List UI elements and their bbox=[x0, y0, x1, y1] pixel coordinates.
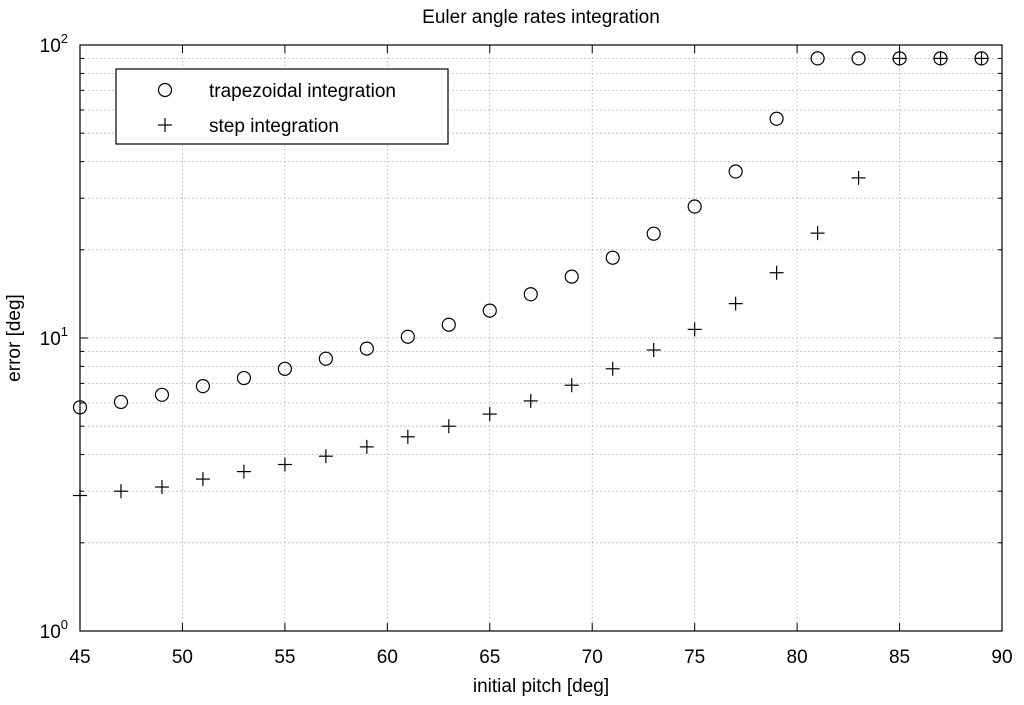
marker-trapezoidal bbox=[482, 303, 497, 318]
x-tick-label: 45 bbox=[69, 647, 90, 668]
marker-step bbox=[933, 51, 948, 66]
marker-step bbox=[195, 472, 210, 487]
legend: trapezoidal integration step integration bbox=[115, 68, 449, 145]
marker-step bbox=[277, 457, 292, 472]
marker-trapezoidal bbox=[236, 370, 252, 386]
grid bbox=[80, 45, 1002, 631]
marker-trapezoidal bbox=[687, 199, 702, 214]
marker-trapezoidal bbox=[564, 269, 579, 284]
y-tick-label: 101 bbox=[40, 324, 68, 350]
marker-step bbox=[646, 343, 661, 358]
ticks bbox=[79, 44, 1003, 632]
marker-step bbox=[318, 449, 333, 464]
marker-step bbox=[605, 361, 620, 376]
marker-trapezoidal bbox=[523, 287, 538, 302]
x-tick-label: 65 bbox=[479, 647, 500, 668]
marker-trapezoidal bbox=[154, 387, 170, 402]
marker-trapezoidal bbox=[605, 250, 620, 265]
y-tick-label: 102 bbox=[40, 31, 68, 57]
marker-trapezoidal bbox=[277, 361, 292, 376]
marker-step bbox=[974, 51, 989, 66]
x-tick-label: 60 bbox=[377, 647, 398, 668]
marker-step bbox=[73, 488, 87, 503]
legend-label-step: step integration bbox=[209, 116, 339, 137]
marker-step bbox=[400, 429, 415, 444]
marker-trapezoidal bbox=[359, 341, 374, 356]
marker-trapezoidal bbox=[113, 394, 129, 410]
y-tick-labels: 100 101 102 bbox=[40, 31, 68, 643]
marker-trapezoidal bbox=[728, 164, 743, 179]
marker-step bbox=[482, 407, 497, 422]
x-tick-label: 80 bbox=[787, 647, 808, 668]
x-tick-label: 85 bbox=[889, 647, 910, 668]
marker-step bbox=[728, 296, 743, 311]
legend-plus-marker bbox=[158, 118, 172, 132]
marker-trapezoidal bbox=[400, 329, 415, 344]
marker-trapezoidal bbox=[810, 51, 825, 66]
x-tick-label: 90 bbox=[991, 647, 1012, 668]
x-tick-label: 55 bbox=[274, 647, 295, 668]
marker-step bbox=[810, 226, 825, 241]
legend-box bbox=[115, 68, 449, 145]
data-markers bbox=[72, 51, 989, 503]
marker-step bbox=[359, 439, 374, 454]
marker-step bbox=[523, 393, 538, 408]
marker-step bbox=[113, 484, 128, 499]
marker-step bbox=[236, 464, 251, 479]
x-tick-label: 70 bbox=[582, 647, 603, 668]
marker-trapezoidal bbox=[318, 351, 333, 366]
marker-step bbox=[564, 378, 579, 393]
x-axis-label: initial pitch [deg] bbox=[473, 676, 609, 697]
marker-trapezoidal bbox=[646, 226, 661, 241]
marker-trapezoidal bbox=[441, 317, 456, 332]
marker-step bbox=[769, 265, 784, 280]
marker-step bbox=[892, 51, 907, 66]
marker-step bbox=[154, 480, 169, 495]
marker-step bbox=[441, 419, 456, 434]
x-tick-label: 50 bbox=[172, 647, 193, 668]
x-tick-label: 75 bbox=[684, 647, 705, 668]
marker-trapezoidal bbox=[851, 51, 866, 66]
chart-title: Euler angle rates integration bbox=[422, 7, 660, 28]
y-tick-label: 100 bbox=[40, 617, 68, 643]
marker-step bbox=[687, 322, 702, 337]
legend-circle-marker bbox=[157, 82, 173, 98]
legend-label-trapezoidal: trapezoidal integration bbox=[209, 81, 396, 102]
marker-step bbox=[851, 170, 866, 185]
marker-trapezoidal bbox=[769, 111, 784, 126]
y-axis-label: error [deg] bbox=[4, 294, 25, 382]
x-tick-labels: 45 50 55 60 65 70 75 80 85 90 bbox=[69, 647, 1012, 668]
marker-trapezoidal bbox=[72, 400, 88, 415]
marker-trapezoidal bbox=[195, 379, 211, 394]
